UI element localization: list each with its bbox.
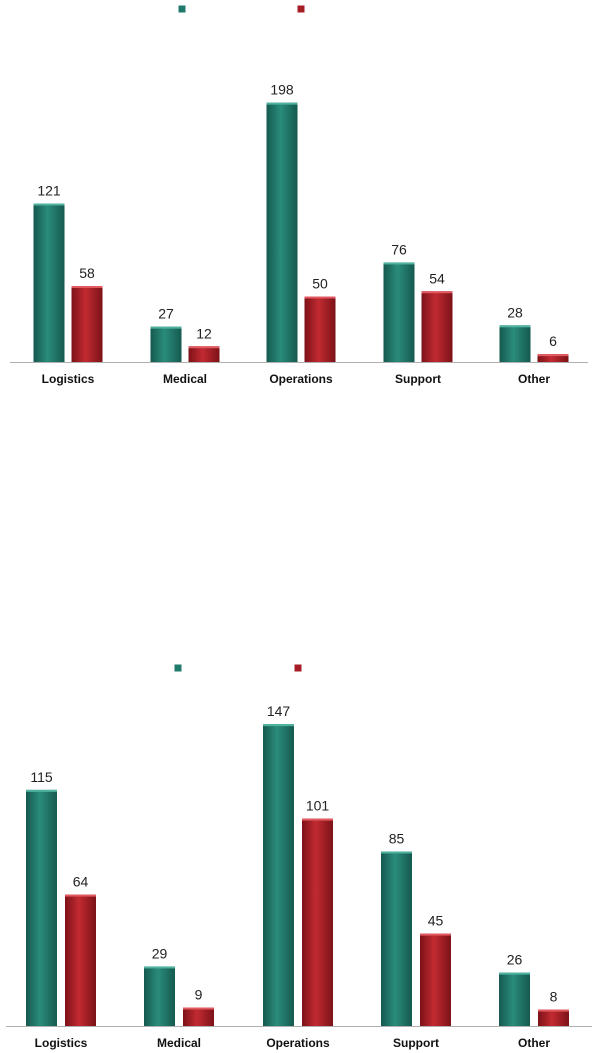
bar-chart-2: 115 64 Logistics 29 9 Medical 147 101 Operations… (6, 664, 592, 1050)
data-label: 29 (152, 945, 168, 961)
data-label: 76 (391, 241, 407, 257)
bar-series-2-operations (304, 296, 336, 362)
data-label: 121 (37, 182, 61, 198)
data-label: 147 (267, 703, 291, 719)
category-label-operations: Operations (269, 372, 333, 386)
data-label: 85 (389, 830, 405, 846)
category-label-operations: Operations (266, 1036, 330, 1050)
data-label: 45 (428, 913, 444, 929)
data-label: 9 (195, 987, 203, 1003)
bar-series-1-logistics (33, 203, 65, 362)
bar-series-2-other (538, 1009, 569, 1026)
bar-series-1-operations (263, 724, 294, 1026)
bar-top-highlight (150, 326, 182, 329)
bar-series-1-medical (150, 326, 182, 362)
bar-top-highlight (183, 1007, 214, 1010)
bar-top-highlight (263, 724, 294, 727)
data-label: 101 (306, 798, 330, 814)
bar-top-highlight (144, 966, 175, 969)
bar-top-highlight (421, 291, 453, 294)
category-label-support: Support (395, 372, 441, 386)
data-label: 26 (507, 952, 523, 968)
bar-series-1-other (499, 972, 530, 1026)
bar-top-highlight (499, 325, 531, 328)
bar-top-highlight (383, 262, 415, 265)
bar-series-2-logistics (65, 894, 96, 1026)
bar-top-highlight (537, 354, 569, 357)
data-label: 6 (549, 333, 557, 349)
category-label-other: Other (518, 372, 550, 386)
bar-top-highlight (304, 296, 336, 299)
bar-series-2-medical (188, 346, 220, 362)
data-label: 50 (312, 276, 328, 292)
bar-series-2-other (537, 354, 569, 362)
bar-series-2-logistics (71, 286, 103, 362)
data-label: 8 (550, 989, 558, 1005)
category-label-logistics: Logistics (42, 372, 95, 386)
bar-series-1-support (381, 851, 412, 1026)
bar-top-highlight (33, 203, 65, 206)
category-label-other: Other (518, 1036, 550, 1050)
bar-series-1-other (499, 325, 531, 362)
bar-top-highlight (499, 972, 530, 975)
data-label: 12 (196, 325, 212, 341)
legend-marker-series-1 (174, 664, 182, 672)
bar-series-1-medical (144, 966, 175, 1026)
bar-top-highlight (420, 933, 451, 936)
legend-marker-series-2 (297, 5, 305, 13)
bar-top-highlight (188, 346, 220, 349)
bar-series-1-logistics (26, 789, 57, 1026)
data-label: 54 (429, 270, 445, 286)
bar-top-highlight (302, 818, 333, 821)
bar-series-1-support (383, 262, 415, 362)
bar-top-highlight (381, 851, 412, 854)
legend-marker-series-1 (178, 5, 186, 13)
bar-top-highlight (71, 286, 103, 289)
category-label-support: Support (393, 1036, 439, 1050)
bar-series-2-operations (302, 818, 333, 1026)
bar-top-highlight (266, 102, 298, 105)
bar-top-highlight (26, 789, 57, 792)
bar-top-highlight (65, 894, 96, 897)
bar-series-2-support (421, 291, 453, 362)
bar-series-2-medical (183, 1007, 214, 1026)
bar-series-2-support (420, 933, 451, 1026)
data-label: 115 (30, 769, 53, 785)
data-label: 198 (270, 82, 294, 98)
data-label: 27 (158, 306, 174, 322)
data-label: 28 (507, 304, 523, 320)
category-label-logistics: Logistics (35, 1036, 88, 1050)
data-label: 58 (79, 265, 95, 281)
legend-marker-series-2 (294, 664, 302, 672)
category-label-medical: Medical (163, 372, 207, 386)
bar-top-highlight (538, 1009, 569, 1012)
bar-chart-1: 121 58 Logistics 27 12 Medical 198 50 Operations… (10, 5, 588, 386)
data-label: 64 (73, 874, 89, 890)
category-label-medical: Medical (157, 1036, 201, 1050)
bar-series-1-operations (266, 102, 298, 363)
